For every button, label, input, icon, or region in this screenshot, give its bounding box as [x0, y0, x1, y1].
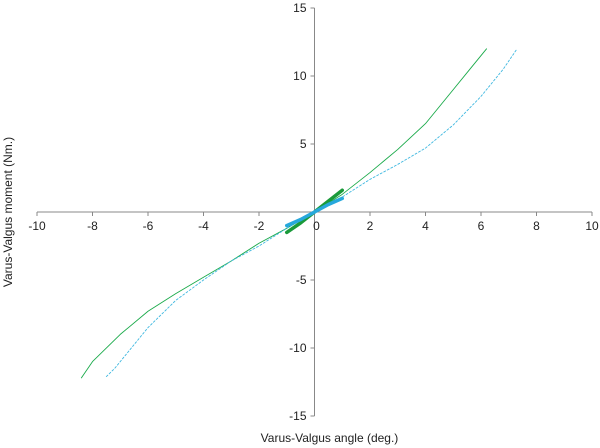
x-tick-label: 10 — [585, 219, 599, 233]
ticks: -10 -8 -6 -4 -2 0 2 4 6 8 10 -15 -10 -5 5 10 15 — [28, 1, 599, 423]
y-tick-label: -5 — [296, 273, 307, 287]
series-group — [80, 48, 518, 379]
y-tick-label: 10 — [293, 69, 307, 83]
x-tick-label: -8 — [87, 219, 98, 233]
x-tick-label: -4 — [198, 219, 209, 233]
x-tick-label: 2 — [367, 219, 374, 233]
x-tick-label: -10 — [28, 219, 46, 233]
x-axis-title: Varus-Valgus angle (deg.) — [261, 431, 399, 445]
y-tick-label: -10 — [289, 341, 307, 355]
series-line-4 — [285, 196, 344, 228]
x-tick-label: 8 — [533, 219, 540, 233]
x-tick-label: 6 — [478, 219, 485, 233]
y-tick-label: 15 — [293, 1, 307, 15]
y-tick-label: 5 — [300, 137, 307, 151]
y-tick-label: -15 — [289, 409, 307, 423]
x-tick-label: -2 — [254, 219, 265, 233]
x-tick-label: -6 — [143, 219, 154, 233]
x-tick-label: 0 — [313, 219, 320, 233]
x-tick-label: 4 — [422, 219, 429, 233]
y-axis-title: Varus-Valgus moment (Nm.) — [1, 137, 15, 287]
